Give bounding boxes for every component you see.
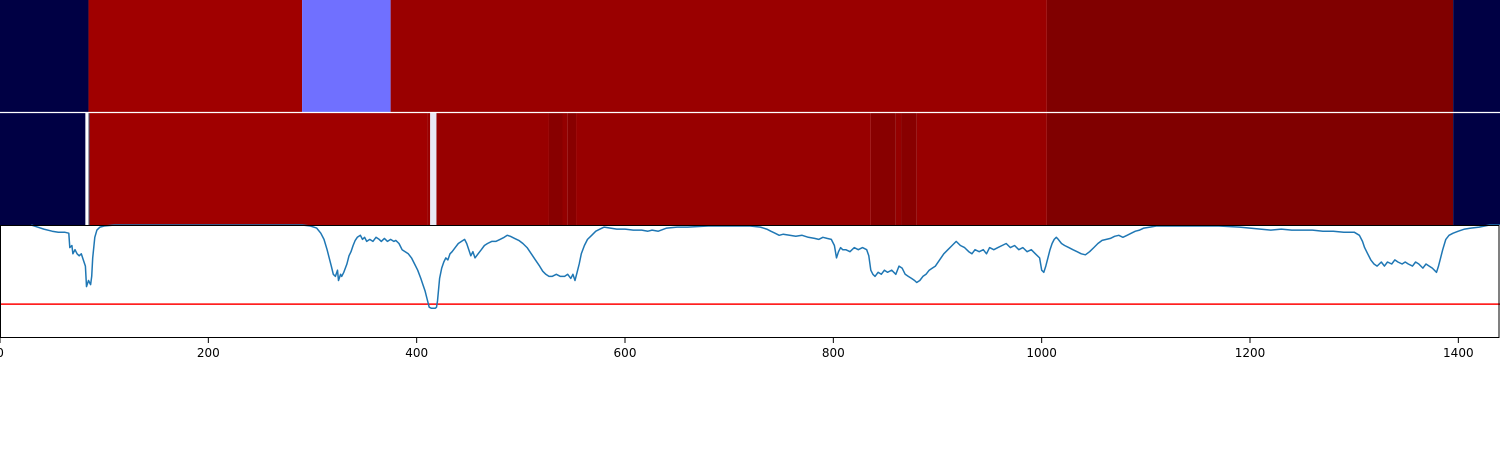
heatmap-cell-2-5	[430, 113, 437, 225]
heatmap-cell-2-12	[895, 113, 902, 225]
heatmap-panel-middle	[0, 113, 1500, 225]
heatmap-cell-2-4	[427, 113, 431, 225]
heatmap-cell-2-6	[436, 113, 549, 225]
heatmap-cell-2-0	[0, 113, 86, 225]
heatmap-cell-2-15	[1046, 113, 1454, 225]
x-tick-label-1000: 1000	[1026, 346, 1057, 360]
heatmap-cell-1-5	[1453, 0, 1500, 112]
x-tick-label-200: 200	[197, 346, 220, 360]
heatmap-cell-1-2	[302, 0, 391, 112]
heatmap-cell-2-13	[901, 113, 917, 225]
x-tick-label-600: 600	[614, 346, 637, 360]
heatmap-cell-2-16	[1453, 113, 1500, 225]
heatmap-cell-1-1	[88, 0, 303, 112]
heatmap-panel-top	[0, 0, 1500, 112]
heatmap-cell-2-10	[576, 113, 871, 225]
heatmap-cell-2-1	[85, 113, 89, 225]
x-tick-label-400: 400	[405, 346, 428, 360]
x-tick-label-0: 0	[0, 346, 4, 360]
x-tick-label-1400: 1400	[1443, 346, 1474, 360]
heatmap-cell-2-2	[88, 113, 90, 225]
x-axis: 0 200 400 600 800 1000 1200 1400	[0, 338, 1474, 360]
heatmap-cell-2-14	[916, 113, 1047, 225]
heatmap-cell-1-4	[1046, 0, 1454, 112]
x-tick-label-1200: 1200	[1235, 346, 1266, 360]
line-panel-background	[0, 225, 1500, 338]
heatmap-cell-1-3	[390, 0, 1047, 112]
heatmap-cell-2-7	[548, 113, 563, 225]
heatmap-cell-1-0	[0, 0, 89, 112]
heatmap-cell-2-3	[89, 113, 428, 225]
line-panel	[0, 224, 1500, 338]
heatmap-cell-2-11	[870, 113, 896, 225]
heatmap-cell-2-8	[562, 113, 568, 225]
x-tick-label-800: 800	[822, 346, 845, 360]
line-panel-frame	[0, 225, 1500, 338]
heatmap-cell-2-9	[567, 113, 577, 225]
